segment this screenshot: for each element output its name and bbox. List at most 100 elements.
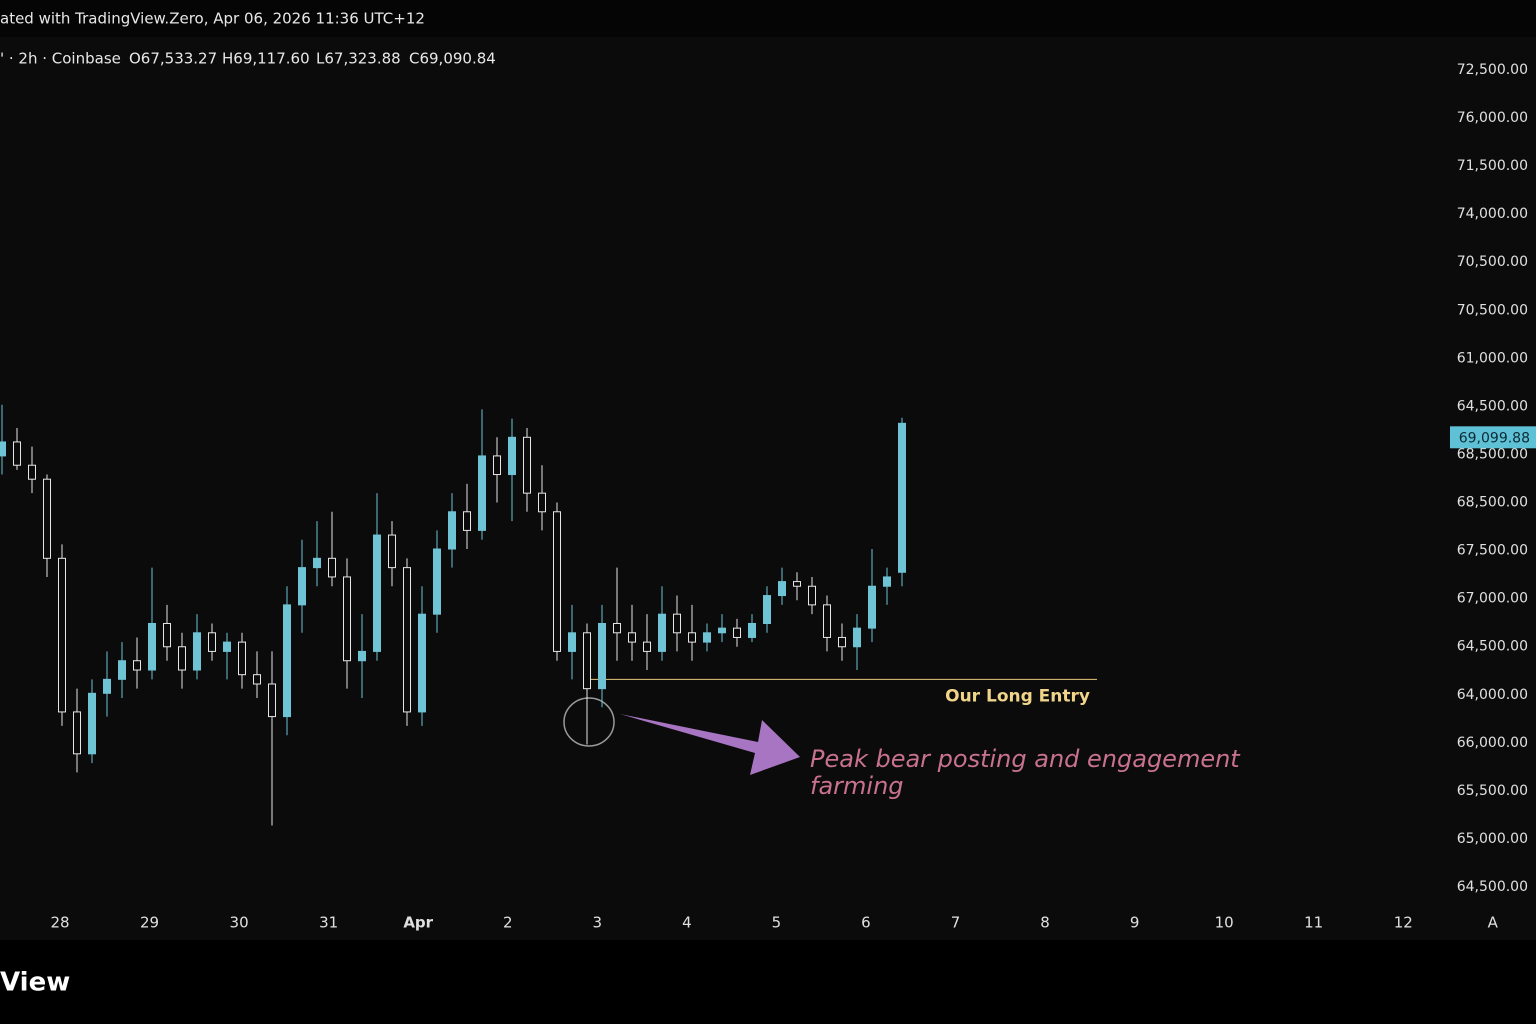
- candle-body: [718, 627, 726, 634]
- candle-body: [328, 557, 336, 578]
- candle-body: [748, 622, 756, 638]
- x-tick-label: 31: [319, 914, 338, 932]
- x-tick-label: 5: [772, 914, 782, 932]
- candle-body: [0, 441, 6, 457]
- candle-body: [448, 511, 456, 550]
- x-tick-label: A: [1488, 914, 1499, 932]
- candle-body: [568, 632, 576, 652]
- x-tick-label: 9: [1130, 914, 1140, 932]
- price-label: 67,500.00: [1457, 543, 1528, 559]
- candle-body: [493, 455, 501, 476]
- x-tick-label: 11: [1304, 914, 1323, 932]
- candle-body: [208, 632, 216, 652]
- candle-body: [613, 622, 621, 634]
- candle-body: [598, 622, 606, 690]
- candle-body: [418, 613, 426, 713]
- candle-body: [463, 511, 471, 531]
- candle-body: [553, 511, 561, 652]
- ohlc-open: O67,533.27: [129, 50, 217, 68]
- candle-body: [73, 711, 81, 755]
- x-tick-label: 10: [1215, 914, 1234, 932]
- last-price-label: 69,099.88: [1459, 430, 1530, 446]
- candle-body: [268, 683, 276, 718]
- candle-body: [163, 622, 171, 648]
- x-tick-label: 7: [951, 914, 961, 932]
- candle-body: [853, 627, 861, 648]
- price-label: 66,000.00: [1457, 735, 1528, 751]
- candle-body: [538, 492, 546, 513]
- candle-body: [58, 557, 66, 713]
- price-label: 65,000.00: [1457, 831, 1528, 847]
- candle-body: [403, 567, 411, 713]
- candle-body: [868, 585, 876, 629]
- candle-body: [253, 674, 261, 685]
- candle-body: [628, 632, 636, 643]
- price-label: 74,000.00: [1457, 206, 1528, 222]
- candle-body: [313, 557, 321, 569]
- candle-body: [298, 567, 306, 606]
- candle-body: [808, 585, 816, 606]
- candle-body: [103, 678, 111, 694]
- candle-body: [373, 534, 381, 652]
- x-tick-label: 4: [682, 914, 692, 932]
- brand: View: [0, 968, 70, 998]
- circle-highlight: [563, 697, 615, 747]
- candle-body: [238, 641, 246, 676]
- candle-body: [793, 581, 801, 587]
- price-label: 72,500.00: [1457, 62, 1528, 78]
- candle-body: [583, 632, 591, 690]
- candle-body: [343, 576, 351, 662]
- candle-body: [508, 436, 516, 476]
- candle-body: [283, 604, 291, 718]
- annotation: Peak bear posting and engagement farming: [810, 745, 1240, 800]
- candle-body: [358, 650, 366, 662]
- ohlc-high: H69,117.60: [222, 50, 310, 68]
- price-label: 68,500.00: [1457, 495, 1528, 511]
- candle-body: [658, 613, 666, 652]
- last-price-box: [1450, 426, 1536, 449]
- ohlc-low: L67,323.88: [316, 50, 401, 68]
- x-tick-label: 2: [503, 914, 513, 932]
- candle-body: [193, 632, 201, 671]
- candle-body: [178, 646, 186, 671]
- price-label: 61,000.00: [1457, 350, 1528, 366]
- candle-body: [763, 595, 771, 624]
- x-tick-label: 28: [50, 914, 69, 932]
- candle-body: [133, 660, 141, 671]
- price-label: 65,500.00: [1457, 783, 1528, 799]
- candle-body: [778, 581, 786, 597]
- arrow: [620, 714, 800, 775]
- candle-body: [838, 636, 846, 648]
- x-tick-label: 3: [593, 914, 603, 932]
- header-title: ated with TradingView.Zero, Apr 06, 2026…: [0, 10, 425, 28]
- candle-body: [478, 455, 486, 531]
- x-tick-label: 6: [861, 914, 871, 932]
- candle-body: [673, 613, 681, 634]
- footer-bar: [0, 940, 1536, 1024]
- candle-body: [148, 622, 156, 671]
- price-label: 71,500.00: [1457, 158, 1528, 174]
- top-bar: [0, 0, 1536, 37]
- price-label: 64,000.00: [1457, 687, 1528, 703]
- x-tick-label: 8: [1040, 914, 1050, 932]
- candle-body: [388, 534, 396, 569]
- candle-body: [883, 576, 891, 587]
- x-tick-label: 29: [140, 914, 159, 932]
- candle-body: [28, 464, 36, 480]
- candle-body: [898, 422, 906, 573]
- candle-body: [433, 548, 441, 615]
- candle-body: [118, 660, 126, 680]
- price-label: 64,500.00: [1457, 879, 1528, 895]
- symbol: ' · 2h · Coinbase: [0, 50, 121, 68]
- candle-body: [43, 478, 51, 559]
- entry-label: Our Long Entry: [945, 686, 1090, 706]
- price-label: 67,000.00: [1457, 591, 1528, 607]
- candle-body: [688, 632, 696, 643]
- candle-body: [733, 627, 741, 638]
- candle-body: [703, 632, 711, 643]
- x-tick-label: 30: [230, 914, 249, 932]
- price-label: 70,500.00: [1457, 302, 1528, 318]
- x-tick-label: Apr: [403, 914, 433, 932]
- candle-body: [88, 692, 96, 755]
